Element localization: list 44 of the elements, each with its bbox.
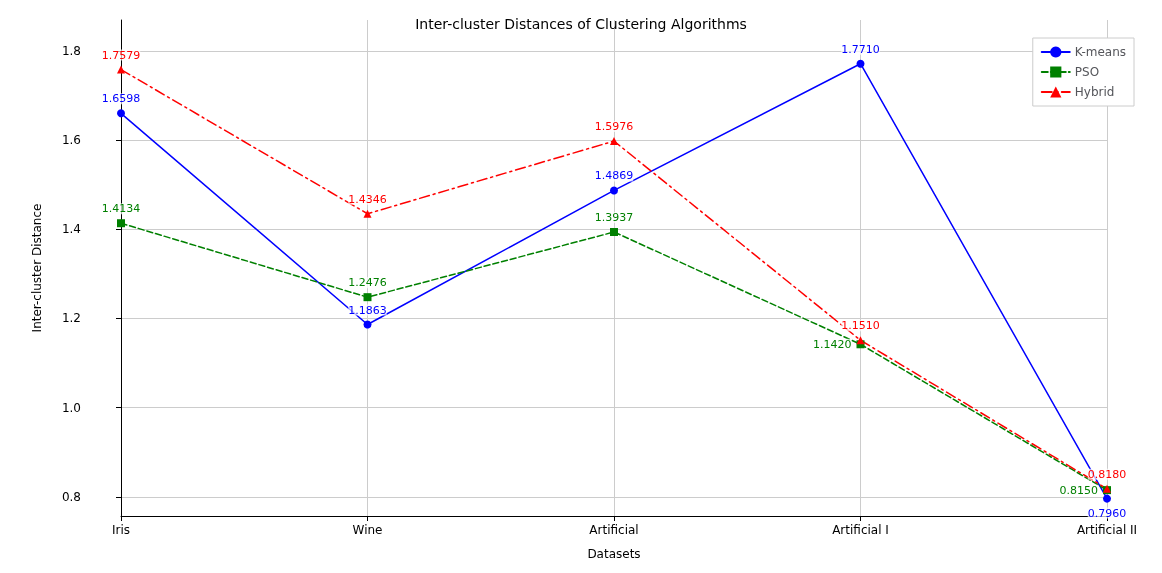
legend-label: Hybrid (1074, 85, 1115, 99)
x-tick-label: Artificial II (1076, 523, 1138, 537)
x-tick-label: Artificial (589, 523, 639, 537)
y-tick-label: 1.2 (61, 311, 81, 326)
x-tick-label: Wine (352, 523, 383, 537)
point (117, 109, 125, 118)
chart-title: Inter-cluster Distances of Clustering Algorithms (415, 16, 747, 32)
point (363, 293, 372, 302)
data-label: 1.4134 (101, 202, 141, 216)
point (363, 209, 372, 218)
point (856, 336, 865, 345)
point (610, 186, 618, 195)
data-label: 1.6598 (101, 92, 141, 106)
data-label: 0.8180 (1087, 467, 1127, 481)
data-label: 1.7710 (841, 42, 880, 56)
data-label: 1.1420 (813, 337, 852, 351)
x-tick-label: Iris (111, 523, 131, 537)
point (610, 137, 618, 146)
y-tick-label: 1.6 (61, 132, 81, 147)
data-label: 1.4869 (594, 169, 634, 183)
data-label: 1.7579 (101, 48, 141, 62)
point (117, 219, 125, 228)
data-label: 0.7960 (1087, 506, 1127, 520)
x-tick-label: Artificial I (832, 523, 889, 537)
x-axis-title: Datasets (587, 547, 641, 561)
data-label: 1.5976 (594, 120, 634, 134)
point (610, 228, 618, 236)
y-tick-label: 1.4 (61, 222, 81, 237)
data-label: 1.3937 (594, 211, 634, 224)
point (363, 320, 372, 329)
point (1103, 494, 1111, 503)
y-tick-label: 1.8 (61, 43, 81, 58)
point (117, 65, 125, 74)
y-tick-label: 0.8 (61, 489, 81, 504)
legend-label: PSO (1074, 65, 1100, 79)
point (856, 59, 865, 68)
data-label: 1.1510 (841, 319, 880, 333)
data-label: 0.8150 (1059, 483, 1098, 497)
y-axis-title: Inter-cluster Distance (30, 203, 44, 333)
y-tick-label: 1.0 (61, 400, 81, 415)
data-label: 1.2476 (348, 276, 387, 290)
legend-label: K-means (1074, 45, 1127, 59)
data-label: 1.1863 (348, 303, 387, 317)
data-label: 1.4346 (348, 192, 387, 206)
